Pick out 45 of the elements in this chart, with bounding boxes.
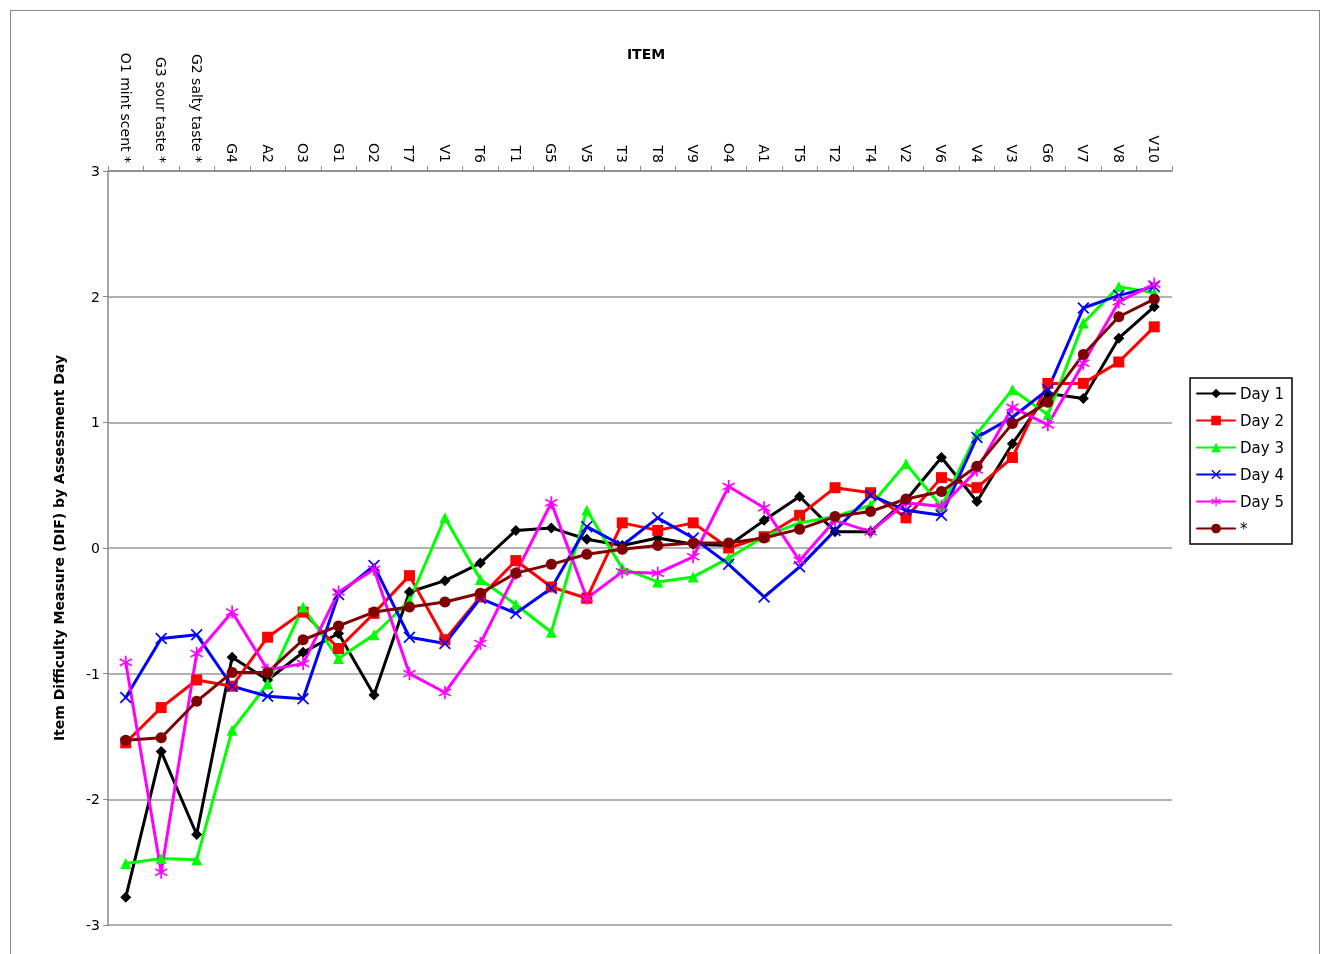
legend-label: Day 5 <box>1240 492 1285 511</box>
x-tick-label: G4 <box>224 143 241 164</box>
x-tick-label: O4 <box>720 143 737 164</box>
x-tick-label: T8 <box>649 144 666 163</box>
x-tick-label: V3 <box>1004 144 1021 163</box>
y-tick-label: -2 <box>86 791 100 808</box>
x-tick-label: G2 salty taste * <box>188 53 205 163</box>
x-tick-label: T3 <box>614 144 631 163</box>
x-tick-label: V1 <box>436 144 453 163</box>
x-tick-label: T5 <box>791 144 808 163</box>
x-tick-label: G1 <box>330 143 347 163</box>
x-tick-label: A1 <box>756 144 773 163</box>
x-tick-label: T4 <box>862 144 879 164</box>
x-tick-label: O3 <box>295 143 312 163</box>
y-tick-label: 1 <box>91 414 100 431</box>
legend-label: * <box>1240 519 1249 538</box>
x-tick-label: V7 <box>1075 144 1092 163</box>
x-tick-label: G6 <box>1039 143 1056 164</box>
y-tick-label: 3 <box>91 163 100 179</box>
legend-label: Day 3 <box>1240 438 1285 457</box>
legend-label: Day 2 <box>1240 411 1285 430</box>
x-tick-label: V6 <box>933 144 950 164</box>
x-tick-label: V5 <box>578 144 595 163</box>
legend-label: Day 1 <box>1240 384 1285 403</box>
x-tick-label: O2 <box>366 143 382 163</box>
y-axis-title: Item Difficulty Measure (DIF) by Assessment Day <box>51 354 67 742</box>
legend-label: Day 4 <box>1240 465 1285 484</box>
y-tick-label: -3 <box>86 917 100 933</box>
x-tick-label: G5 <box>543 143 560 163</box>
x-tick-label: O1 mint scent * <box>117 52 134 163</box>
x-tick-label: T7 <box>401 144 418 163</box>
x-tick-label: T1 <box>507 144 524 163</box>
y-tick-label: 2 <box>91 288 100 305</box>
x-tick-label: T2 <box>827 144 844 163</box>
x-tick-label: V4 <box>968 144 985 164</box>
x-tick-label: G3 sour taste * <box>153 56 170 163</box>
x-tick-label: V9 <box>685 144 702 163</box>
x-tick-label: A2 <box>259 144 276 163</box>
x-tick-label: T6 <box>472 144 489 164</box>
x-tick-label: V10 <box>1146 135 1163 163</box>
y-tick-label: -1 <box>86 665 100 682</box>
text: ITEM <box>626 46 666 62</box>
x-tick-label: V2 <box>898 144 914 163</box>
x-tick-label: V8 <box>1110 144 1127 163</box>
y-tick-label: 0 <box>91 540 100 556</box>
